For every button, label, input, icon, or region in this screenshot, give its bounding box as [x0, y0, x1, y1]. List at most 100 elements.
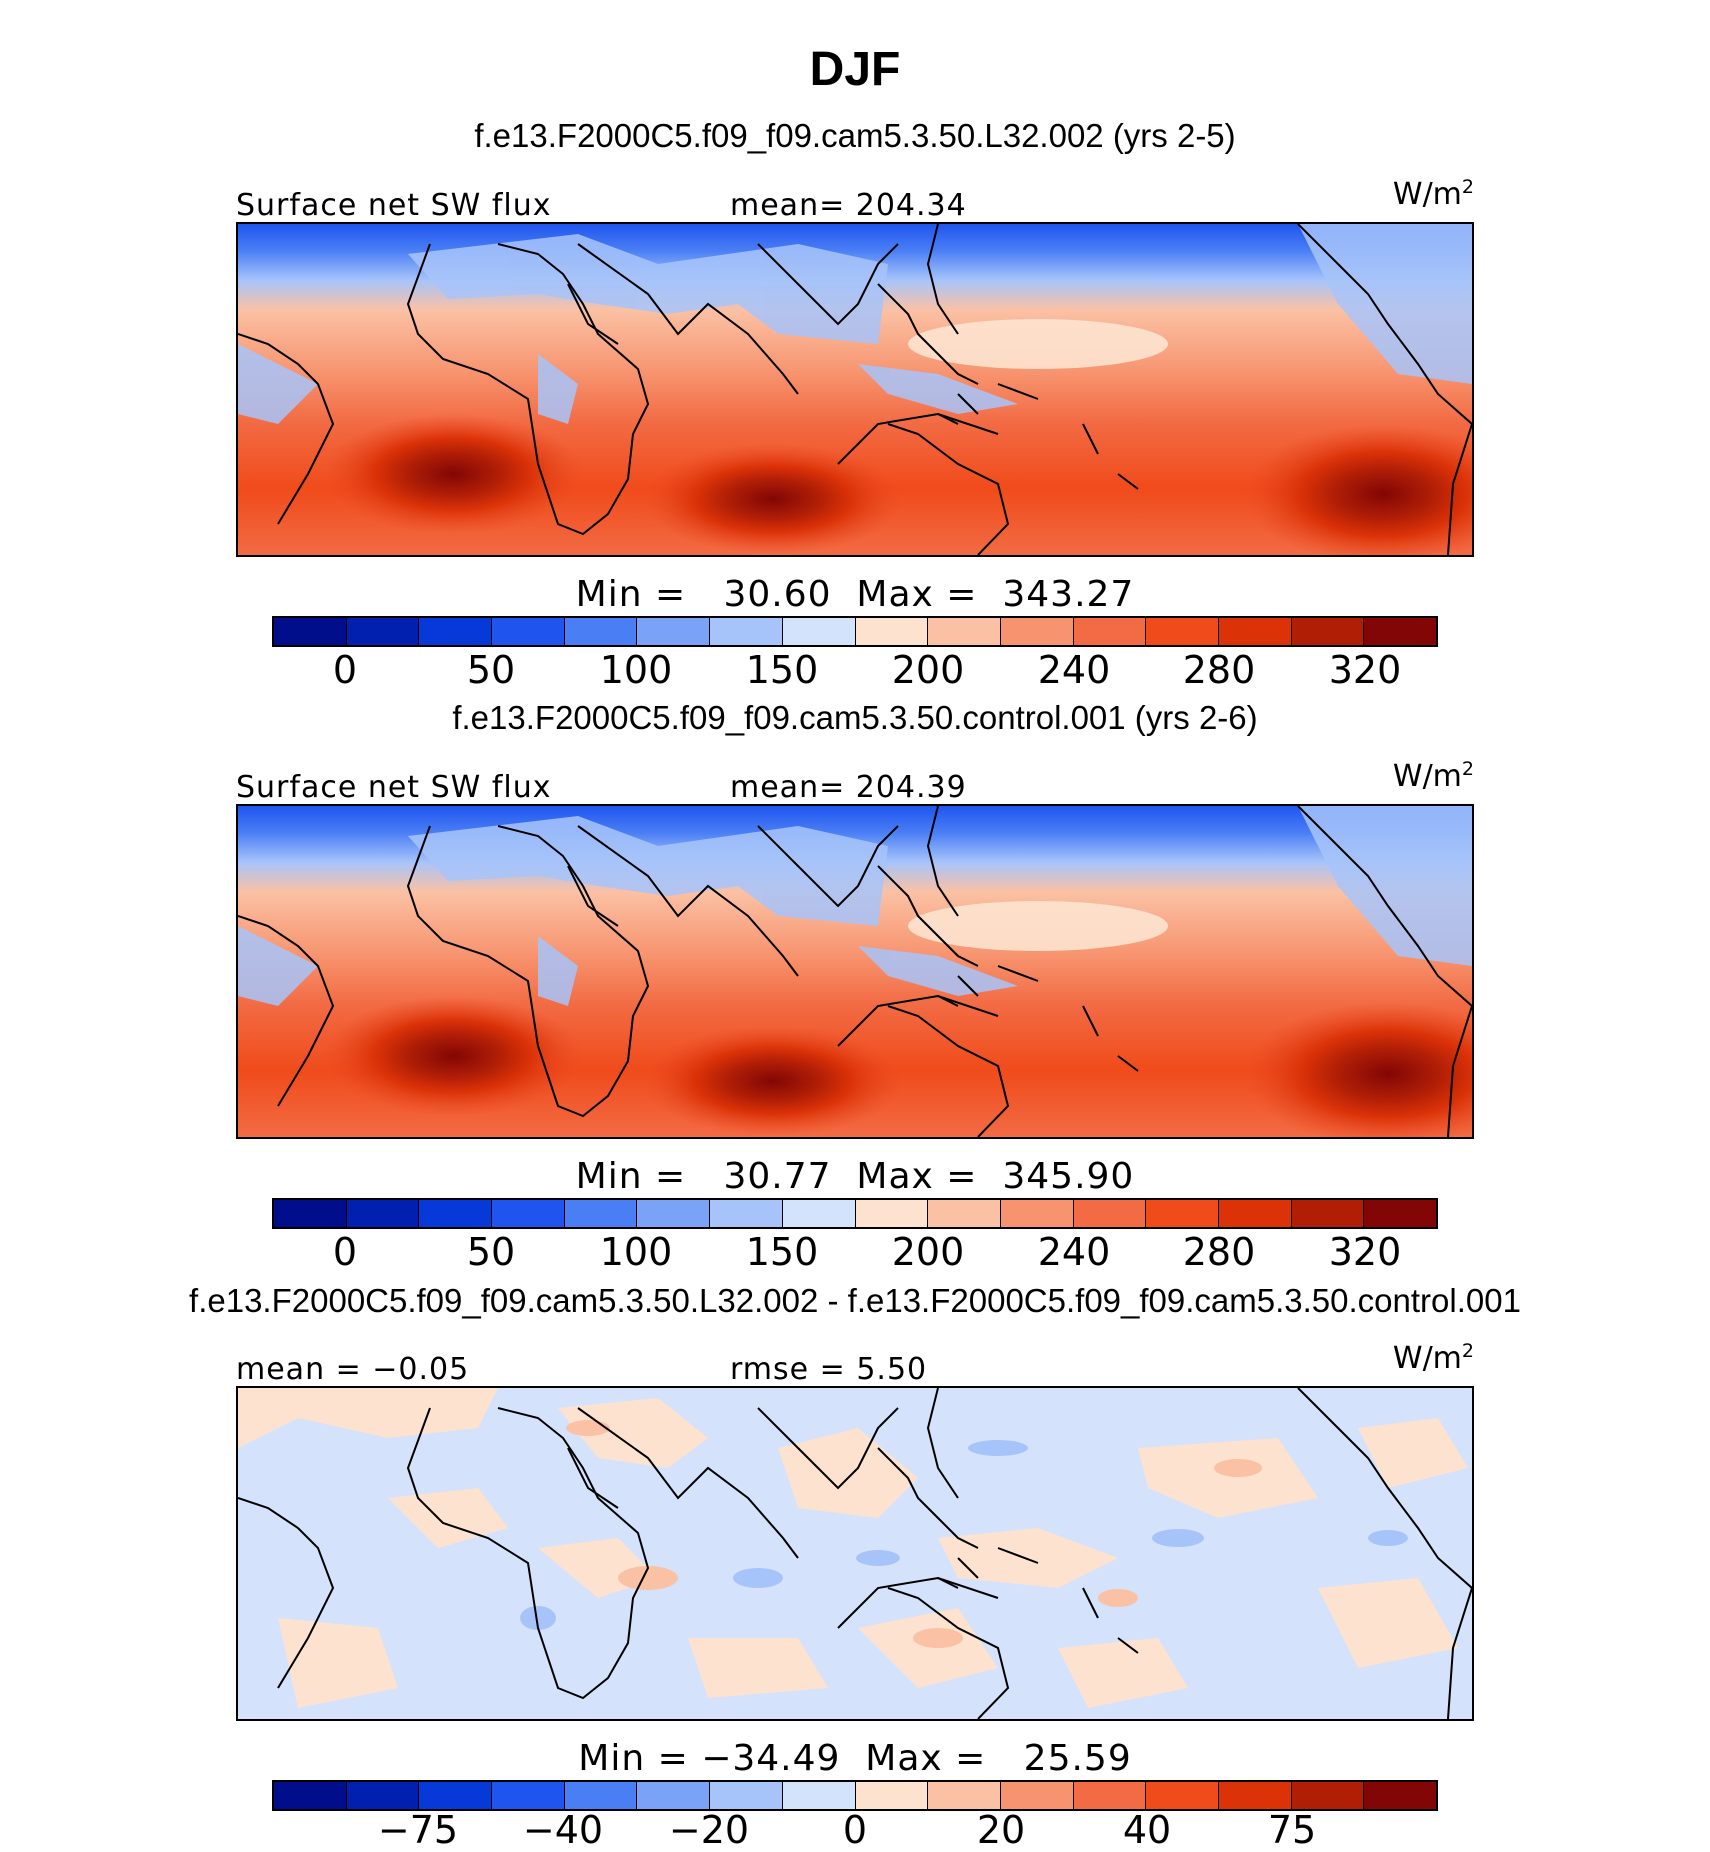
colorbar-box: [346, 1200, 420, 1227]
colorbar-tick-label: 240: [1037, 1230, 1111, 1274]
colorbar-box: [1000, 1782, 1074, 1809]
colorbar-box: [1291, 1782, 1365, 1809]
panel3-map-svg: [238, 1388, 1472, 1719]
panel2-case-title: f.e13.F2000C5.f09_f09.cam5.3.50.control.…: [452, 699, 1258, 736]
colorbar-box: [1364, 1782, 1436, 1809]
colorbar-box: [274, 1782, 347, 1809]
colorbar-tick-label: 150: [745, 1230, 819, 1274]
panel1-map: [236, 222, 1474, 557]
panel3-case-title: f.e13.F2000C5.f09_f09.cam5.3.50.L32.002 …: [189, 1282, 1521, 1319]
colorbar-tick-label: 280: [1182, 1230, 1256, 1274]
colorbar-box: [1146, 1200, 1219, 1227]
panel2-variable-label: Surface net SW flux: [236, 770, 552, 805]
colorbar-tick-label: 200: [891, 1230, 965, 1274]
colorbar-tick-label: 75: [1267, 1808, 1317, 1852]
s-pacific-high-2: [1243, 1002, 1472, 1137]
colorbar-box: [782, 1782, 856, 1809]
panel2-mean-label: mean= 204.39: [730, 770, 967, 805]
colorbar-box: [492, 1200, 565, 1227]
colorbar-box: [1218, 1782, 1292, 1809]
panel2-colorbar-ticks: 0 50 100 150 200 240 280 320: [272, 1230, 1438, 1274]
colorbar-box: [928, 618, 1001, 645]
colorbar-tick-label: 20: [976, 1808, 1026, 1852]
s-pacific-high-1: [1243, 424, 1472, 555]
colorbar-tick-label: −20: [668, 1808, 750, 1852]
indian-ocean-high-2: [643, 1026, 903, 1136]
colorbar-box: [1073, 1200, 1147, 1227]
colorbar-tick-label: 100: [599, 648, 673, 692]
panel1-coastlines: [238, 224, 1472, 555]
colorbar-box: [928, 1200, 1001, 1227]
panel2-map: [236, 804, 1474, 1139]
colorbar-box: [637, 1782, 711, 1809]
colorbar-box: [1146, 1782, 1219, 1809]
colorbar-box: [1000, 618, 1074, 645]
colorbar-tick-label: 320: [1328, 648, 1402, 692]
colorbar-box: [274, 618, 347, 645]
colorbar-box: [1291, 618, 1365, 645]
colorbar-box: [710, 618, 783, 645]
colorbar-box: [419, 618, 493, 645]
colorbar-box: [419, 1200, 493, 1227]
panel2-coastlines: [238, 806, 1472, 1137]
colorbar-tick-label: 0: [332, 1230, 358, 1274]
colorbar-box: [637, 618, 711, 645]
panel2-map-svg: [238, 806, 1472, 1137]
panel2-colorbar: [272, 1198, 1438, 1229]
colorbar-box: [1146, 618, 1219, 645]
colorbar-box: [1291, 1200, 1365, 1227]
colorbar-tick-label: 100: [599, 1230, 673, 1274]
colorbar-tick-label: 50: [466, 1230, 516, 1274]
colorbar-box: [1364, 618, 1436, 645]
colorbar-tick-label: 0: [332, 648, 358, 692]
panel3-minmax: Min = −34.49 Max = 25.59: [578, 1738, 1132, 1779]
colorbar-box: [564, 1200, 638, 1227]
colorbar-box: [928, 1782, 1001, 1809]
panel3-units: W/m2: [1392, 1340, 1474, 1376]
colorbar-box: [710, 1782, 783, 1809]
panel1-colorbar-ticks: 0 50 100 150 200 240 280 320: [272, 648, 1438, 692]
panel3-colorbar-ticks: −75 −40 −20 0 20 40 75: [272, 1808, 1438, 1852]
colorbar-box: [419, 1782, 493, 1809]
colorbar-box: [1218, 1200, 1292, 1227]
panel1-map-svg: [238, 224, 1472, 555]
colorbar-box: [564, 1782, 638, 1809]
colorbar-tick-label: −75: [377, 1808, 459, 1852]
colorbar-box: [855, 1782, 929, 1809]
colorbar-tick-label: 40: [1122, 1808, 1172, 1852]
main-title: DJF: [809, 43, 901, 96]
colorbar-box: [637, 1200, 711, 1227]
colorbar-box: [1000, 1200, 1074, 1227]
colorbar-box: [782, 618, 856, 645]
colorbar-tick-label: 240: [1037, 648, 1111, 692]
panel1-variable-label: Surface net SW flux: [236, 188, 552, 223]
panel1-colorbar: [272, 616, 1438, 647]
panel3-coastlines: [238, 1388, 1472, 1719]
colorbar-box: [782, 1200, 856, 1227]
colorbar-box: [346, 1782, 420, 1809]
colorbar-tick-label: 0: [842, 1808, 868, 1852]
colorbar-box: [564, 618, 638, 645]
colorbar-tick-label: 320: [1328, 1230, 1402, 1274]
panel2-units: W/m2: [1392, 758, 1474, 794]
indian-ocean-high-1: [643, 444, 903, 554]
colorbar-box: [855, 618, 929, 645]
colorbar-tick-label: 200: [891, 648, 965, 692]
panel1-case-title: f.e13.F2000C5.f09_f09.cam5.3.50.L32.002 …: [474, 117, 1236, 154]
colorbar-box: [1073, 618, 1147, 645]
panel1-minmax: Min = 30.60 Max = 343.27: [575, 574, 1135, 615]
colorbar-box: [1364, 1200, 1436, 1227]
colorbar-box: [492, 1782, 565, 1809]
colorbar-box: [1073, 1782, 1147, 1809]
panel2-minmax: Min = 30.77 Max = 345.90: [575, 1156, 1135, 1197]
colorbar-box: [492, 618, 565, 645]
s-atlantic-high-1: [323, 414, 583, 534]
colorbar-tick-label: −40: [522, 1808, 604, 1852]
colorbar-tick-label: 280: [1182, 648, 1256, 692]
panel1-mean-label: mean= 204.34: [730, 188, 967, 223]
colorbar-box: [855, 1200, 929, 1227]
panel3-map: [236, 1386, 1474, 1721]
colorbar-box: [710, 1200, 783, 1227]
panel3-rmse-label: rmse = 5.50: [730, 1352, 928, 1387]
colorbar-tick-label: 50: [466, 648, 516, 692]
